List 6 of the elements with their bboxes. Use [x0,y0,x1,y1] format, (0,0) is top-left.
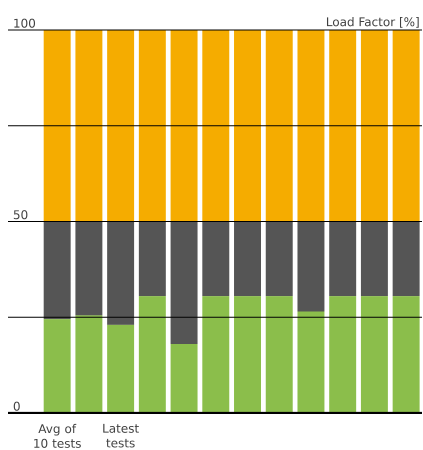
x-tick-label: Avg of 10 tests [34,424,81,448]
x-tick-label: Latest tests [103,424,139,448]
y-tick-label: 50 [14,210,28,220]
y-axis-title: Load Factor [%] [326,17,419,28]
y-tick-label: 100 [14,18,36,28]
y-tick-label: 0 [14,402,20,411]
